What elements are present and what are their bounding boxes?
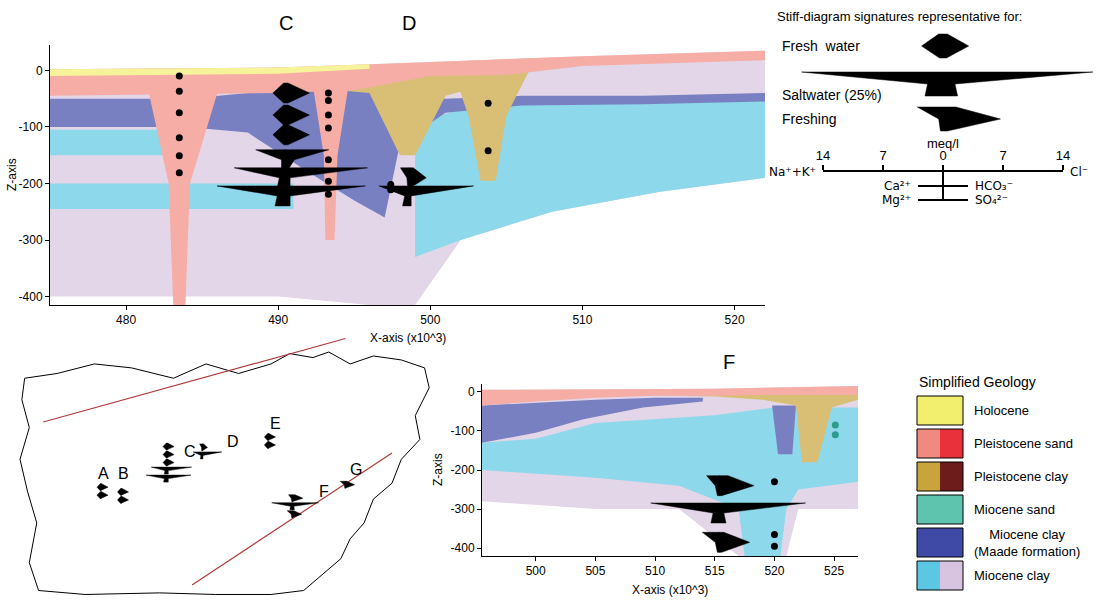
svg-text:Miocene sand: Miocene sand [974, 502, 1055, 517]
svg-text:X-axis (x10^3): X-axis (x10^3) [370, 331, 446, 345]
svg-text:520: 520 [725, 313, 745, 327]
svg-text:520: 520 [764, 564, 784, 578]
svg-text:480: 480 [116, 313, 136, 327]
svg-text:SO₄²⁻: SO₄²⁻ [975, 193, 1008, 207]
svg-text:Mg²⁺: Mg²⁺ [882, 193, 911, 207]
svg-text:Pleistocene sand: Pleistocene sand [974, 436, 1073, 451]
svg-text:510: 510 [572, 313, 592, 327]
svg-text:Miocene clay(Maade formation): Miocene clay(Maade formation) [974, 527, 1080, 559]
svg-text:E: E [270, 415, 281, 432]
svg-text:7: 7 [879, 148, 886, 163]
svg-text:HCO₃⁻: HCO₃⁻ [975, 179, 1013, 193]
svg-text:Freshing: Freshing [782, 111, 836, 127]
svg-text:-300: -300 [451, 502, 475, 516]
svg-text:515: 515 [705, 564, 725, 578]
svg-text:500: 500 [420, 313, 440, 327]
svg-text:Holocene: Holocene [974, 403, 1029, 418]
svg-text:X-axis (x10^3): X-axis (x10^3) [632, 583, 708, 597]
svg-text:D: D [402, 12, 416, 34]
svg-text:A: A [98, 465, 109, 482]
svg-text:C: C [279, 12, 293, 34]
svg-text:Pleistocene clay: Pleistocene clay [974, 469, 1068, 484]
svg-text:Cl⁻: Cl⁻ [1070, 165, 1088, 179]
svg-text:525: 525 [824, 564, 844, 578]
svg-text:D: D [227, 433, 239, 450]
svg-text:-300: -300 [19, 233, 43, 247]
svg-text:-400: -400 [451, 541, 475, 555]
svg-text:-100: -100 [19, 120, 43, 134]
svg-text:14: 14 [1056, 148, 1070, 163]
svg-text:Z-axis: Z-axis [431, 453, 445, 486]
svg-text:490: 490 [268, 313, 288, 327]
svg-text:G: G [350, 461, 362, 478]
svg-text:0: 0 [468, 385, 475, 399]
svg-text:Z-axis: Z-axis [5, 158, 19, 191]
svg-text:Ca²⁺: Ca²⁺ [884, 179, 911, 193]
svg-text:B: B [118, 465, 129, 482]
svg-text:0: 0 [36, 64, 43, 78]
svg-text:14: 14 [816, 148, 830, 163]
svg-text:Miocene clay: Miocene clay [974, 568, 1050, 583]
svg-text:Fresh water: Fresh water [782, 38, 860, 54]
svg-text:F: F [723, 351, 735, 373]
svg-text:Na⁺+K⁺: Na⁺+K⁺ [769, 165, 816, 179]
svg-text:7: 7 [999, 148, 1006, 163]
svg-text:0: 0 [939, 148, 946, 163]
svg-text:505: 505 [585, 564, 605, 578]
svg-text:510: 510 [645, 564, 665, 578]
svg-text:-100: -100 [451, 424, 475, 438]
svg-text:-200: -200 [451, 463, 475, 477]
svg-text:meq/l: meq/l [927, 136, 959, 151]
svg-text:F: F [319, 483, 329, 500]
svg-text:C: C [184, 443, 196, 460]
svg-text:Stiff-diagram signatures repre: Stiff-diagram signatures representative … [777, 9, 1022, 24]
svg-text:Saltwater (25%): Saltwater (25%) [782, 87, 882, 103]
svg-text:Simplified Geology: Simplified Geology [919, 374, 1036, 390]
svg-text:-200: -200 [19, 177, 43, 191]
svg-text:500: 500 [526, 564, 546, 578]
svg-text:-400: -400 [19, 290, 43, 304]
